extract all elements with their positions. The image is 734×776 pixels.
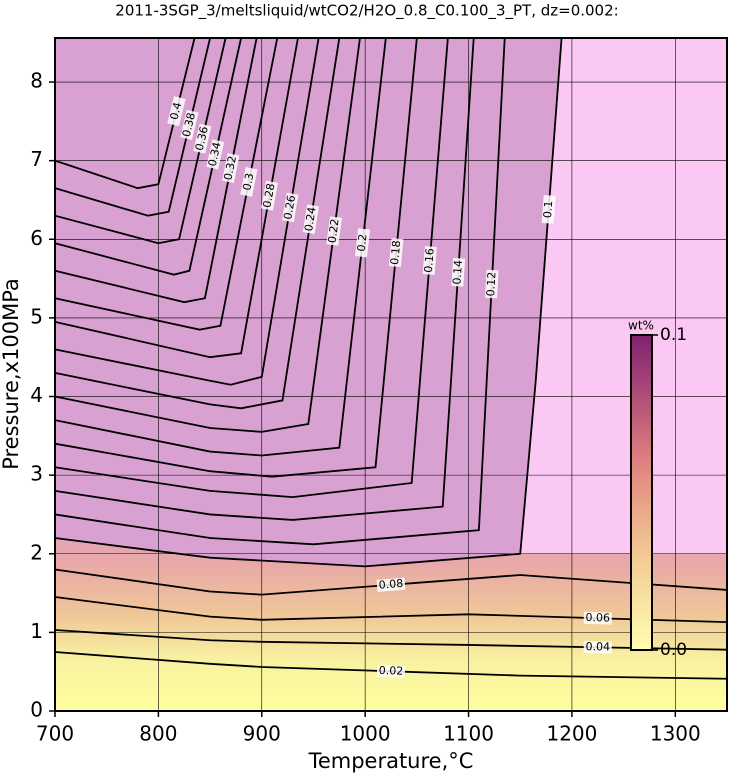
contour-label-group: 0.3 bbox=[240, 166, 258, 197]
contour-label-group: 0.34 bbox=[206, 139, 225, 170]
contour-label-group: 0.38 bbox=[180, 109, 199, 140]
contour-label-bg bbox=[222, 153, 240, 184]
contour-line bbox=[54, 596, 728, 624]
contour-line bbox=[54, 37, 506, 546]
contour-line bbox=[54, 37, 387, 457]
x-tick-label: 800 bbox=[139, 722, 177, 746]
contour-line bbox=[54, 37, 418, 478]
contour-label-group: 0.24 bbox=[302, 204, 319, 234]
contour-label-group: 0.06 bbox=[583, 611, 612, 625]
contour-label-bg bbox=[261, 180, 278, 211]
contour-label: 0.26 bbox=[281, 194, 298, 220]
contour-line bbox=[54, 37, 361, 433]
contour-label-bg bbox=[541, 194, 556, 224]
contour-label-bg bbox=[240, 166, 258, 197]
contour-label-group: 0.28 bbox=[260, 180, 278, 211]
contour-label-group: 0.12 bbox=[484, 269, 499, 299]
contour-label-bg bbox=[422, 246, 437, 275]
contour-label: 0.1 bbox=[541, 200, 555, 218]
contour-label: 0.24 bbox=[302, 206, 319, 232]
contour-label-bg bbox=[388, 238, 404, 268]
contour-label: 0.28 bbox=[260, 182, 277, 208]
contour-label: 0.36 bbox=[193, 125, 211, 152]
contour-label-group: 0.14 bbox=[450, 257, 466, 287]
x-tick-label: 1300 bbox=[650, 722, 701, 746]
contour-label: 0.18 bbox=[388, 240, 403, 266]
y-tick-label: 4 bbox=[30, 383, 43, 407]
contour-label-bg bbox=[376, 664, 406, 678]
contour-label: 0.14 bbox=[450, 260, 465, 285]
contour-label-group: 0.16 bbox=[422, 246, 437, 275]
contour-line bbox=[54, 37, 475, 521]
chart-title: 2011-3SGP_3/meltsliquid/wtCO2/H2O_0.8_C0… bbox=[115, 2, 618, 21]
colorbar-title: wt% bbox=[628, 319, 654, 333]
contour-label: 0.02 bbox=[379, 664, 404, 678]
contour-label: 0.12 bbox=[484, 271, 498, 296]
contour-label-bg bbox=[355, 228, 371, 258]
contour-label: 0.3 bbox=[240, 172, 256, 192]
contour-label: 0.32 bbox=[222, 155, 240, 182]
contour-label-group: 0.18 bbox=[388, 238, 404, 268]
contour-label-bg bbox=[326, 216, 342, 246]
contour-label-bg bbox=[485, 269, 499, 299]
contour-label-group: 0.1 bbox=[541, 194, 556, 224]
y-tick-label: 2 bbox=[30, 540, 43, 564]
contour-line bbox=[54, 629, 728, 651]
x-tick-label: 700 bbox=[36, 722, 74, 746]
y-axis-label: Pressure,x100MPa bbox=[0, 278, 23, 470]
contour-line bbox=[54, 37, 320, 386]
contour-label: 0.04 bbox=[585, 640, 610, 653]
contour-label: 0.16 bbox=[422, 248, 437, 273]
contour-label-bg bbox=[167, 96, 186, 127]
x-tick-label: 1000 bbox=[340, 722, 391, 746]
contour-label-bg bbox=[583, 641, 612, 654]
contour-line bbox=[54, 37, 563, 568]
shaded-region bbox=[55, 38, 562, 567]
contour-label: 0.34 bbox=[206, 141, 224, 168]
colorbar-tick-label: 0.0 bbox=[660, 640, 687, 660]
x-tick-label: 900 bbox=[243, 722, 281, 746]
contour-label-bg bbox=[451, 257, 466, 287]
contour-label-bg bbox=[180, 109, 199, 140]
contour-label-group: 0.02 bbox=[376, 664, 406, 678]
colorbar bbox=[630, 334, 653, 651]
y-tick-label: 5 bbox=[30, 304, 43, 328]
contour-line bbox=[54, 651, 728, 680]
colorbar-tick-label: 0.1 bbox=[660, 325, 687, 345]
y-tick-label: 6 bbox=[30, 226, 43, 250]
contour-line bbox=[54, 568, 728, 596]
y-tick-label: 0 bbox=[30, 698, 43, 722]
contour-label-bg bbox=[583, 611, 612, 625]
contour-label-group: 0.22 bbox=[326, 216, 342, 246]
contour-line bbox=[54, 37, 449, 499]
contour-label-group: 0.4 bbox=[167, 96, 186, 127]
y-tick-label: 3 bbox=[30, 462, 43, 486]
contour-label-bg bbox=[281, 192, 299, 223]
contour-label-group: 0.32 bbox=[222, 153, 240, 184]
y-tick-label: 1 bbox=[30, 619, 43, 643]
plot-frame bbox=[54, 37, 728, 712]
y-tick-label: 7 bbox=[30, 147, 43, 171]
contour-label-group: 0.36 bbox=[193, 123, 212, 154]
contour-label-bg bbox=[193, 123, 212, 154]
contour-label: 0.08 bbox=[378, 577, 403, 592]
contour-label-group: 0.08 bbox=[376, 577, 406, 592]
contour-label: 0.22 bbox=[326, 218, 342, 244]
contour-label-bg bbox=[376, 577, 406, 592]
contour-label-bg bbox=[302, 204, 319, 234]
contour-label-group: 0.26 bbox=[281, 192, 299, 223]
x-tick-label: 1200 bbox=[546, 722, 597, 746]
y-tick-label: 8 bbox=[30, 69, 43, 93]
contour-label: 0.06 bbox=[585, 611, 610, 625]
contour-label: 0.38 bbox=[180, 111, 198, 138]
x-axis-label: Temperature,°C bbox=[308, 749, 474, 773]
contour-line bbox=[54, 37, 341, 410]
contour-label-group: 0.04 bbox=[583, 640, 612, 654]
contour-label-bg bbox=[206, 139, 225, 170]
contour-label-group: 0.2 bbox=[355, 228, 371, 258]
x-tick-label: 1100 bbox=[443, 722, 494, 746]
contour-label: 0.2 bbox=[355, 233, 370, 252]
contour-label: 0.4 bbox=[168, 101, 185, 121]
